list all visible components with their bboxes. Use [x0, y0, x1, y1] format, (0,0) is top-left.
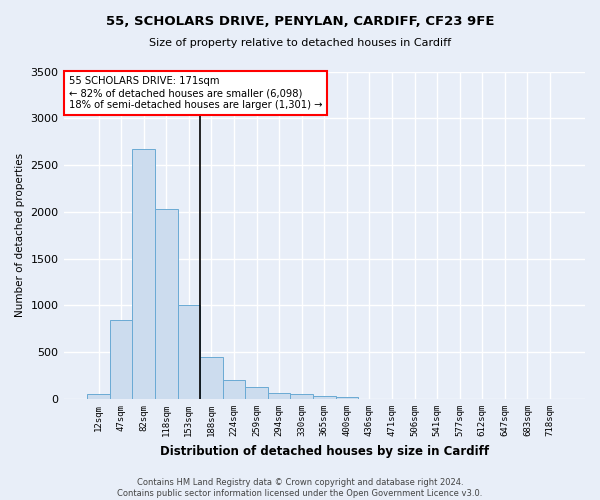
Bar [290, 394, 313, 399]
Bar [87, 394, 110, 399]
Bar [313, 396, 335, 399]
Text: 55, SCHOLARS DRIVE, PENYLAN, CARDIFF, CF23 9FE: 55, SCHOLARS DRIVE, PENYLAN, CARDIFF, CF… [106, 15, 494, 28]
Bar [155, 209, 178, 399]
Y-axis label: Number of detached properties: Number of detached properties [15, 153, 25, 318]
Text: Size of property relative to detached houses in Cardiff: Size of property relative to detached ho… [149, 38, 451, 48]
Bar [268, 393, 290, 399]
Bar [178, 306, 200, 399]
Bar [110, 320, 133, 399]
Bar [133, 149, 155, 399]
Bar [335, 396, 358, 399]
Text: Contains HM Land Registry data © Crown copyright and database right 2024.
Contai: Contains HM Land Registry data © Crown c… [118, 478, 482, 498]
X-axis label: Distribution of detached houses by size in Cardiff: Distribution of detached houses by size … [160, 444, 489, 458]
Bar [200, 357, 223, 399]
Bar [223, 380, 245, 399]
Text: 55 SCHOLARS DRIVE: 171sqm
← 82% of detached houses are smaller (6,098)
18% of se: 55 SCHOLARS DRIVE: 171sqm ← 82% of detac… [69, 76, 322, 110]
Bar [245, 387, 268, 399]
